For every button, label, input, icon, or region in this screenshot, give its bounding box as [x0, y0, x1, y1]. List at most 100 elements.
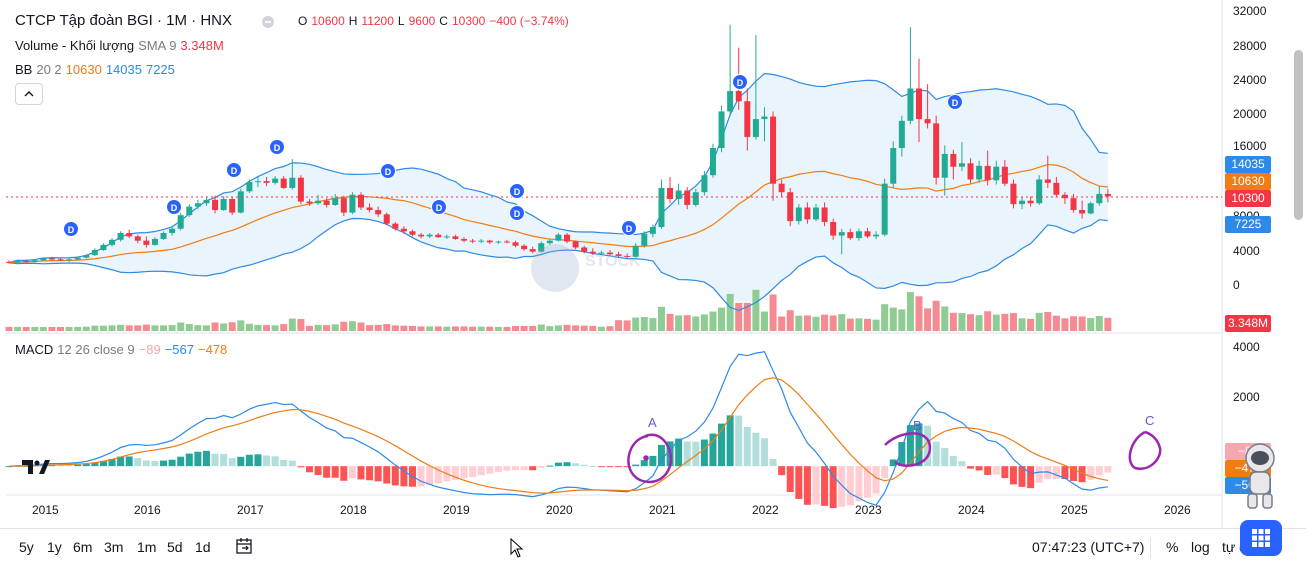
dividend-marker[interactable]: D	[732, 74, 748, 90]
apps-grid-button[interactable]	[1240, 520, 1282, 556]
macd-hist-bar	[1070, 466, 1078, 481]
range-1d-button[interactable]: 1d	[195, 539, 211, 555]
ohlc-l-value: 9600	[408, 13, 436, 28]
candle-body	[606, 252, 613, 255]
dividend-marker[interactable]: D	[621, 220, 637, 236]
volume-legend[interactable]: Volume - Khối lượng SMA 9 3.348M	[15, 38, 228, 53]
volume-bar	[160, 325, 168, 331]
candles[interactable]	[6, 24, 1111, 264]
grid-icon	[1252, 529, 1270, 547]
candle-body	[100, 244, 107, 250]
macd-hist-bar	[967, 466, 975, 469]
candle	[830, 218, 837, 240]
collapse-legend-button[interactable]	[15, 83, 43, 105]
macd-hist-bar	[374, 466, 382, 482]
symbol-title[interactable]: CTCP Tập đoàn BGI · 1M · HNX	[15, 12, 233, 29]
candle	[770, 111, 777, 201]
volume-bar	[220, 323, 228, 331]
dividend-marker[interactable]: D	[380, 163, 396, 179]
volume-bar	[168, 325, 176, 331]
range-3m-button[interactable]: 3m	[104, 539, 124, 555]
range-1m-button[interactable]: 1m	[137, 539, 157, 555]
annotation-dot-a	[643, 455, 649, 461]
clock-text[interactable]: 07:47:23 (UTC+7)	[1032, 539, 1145, 555]
time-axis-label: 2015	[32, 503, 59, 517]
macd-hist-bar	[992, 466, 1000, 475]
macd-hist-bar	[254, 454, 262, 467]
macd-hist-bar	[280, 459, 288, 467]
macd-hist-bar	[735, 415, 743, 467]
dividend-marker[interactable]: D	[226, 162, 242, 178]
dividend-marker[interactable]: D	[947, 94, 963, 110]
dividend-marker[interactable]: D	[166, 199, 182, 215]
volume-bar	[829, 315, 837, 331]
dividend-marker[interactable]: D	[509, 205, 525, 221]
volume-bar	[821, 314, 829, 331]
volume-bar	[443, 326, 451, 331]
volume-value: 3.348M	[180, 38, 224, 53]
symbol-legend[interactable]: CTCP Tập đoàn BGI · 1M · HNX O 10600 H 1…	[15, 12, 573, 29]
bb-legend[interactable]: BB 20 2 10630 14035 7225	[15, 62, 179, 77]
percent-scale-button[interactable]: %	[1166, 539, 1179, 555]
dividend-marker[interactable]: D	[63, 221, 79, 237]
log-scale-button[interactable]: log	[1191, 539, 1210, 555]
candle-body	[289, 177, 296, 188]
eye-icon[interactable]	[260, 15, 276, 28]
candle-body	[229, 199, 236, 213]
candle	[847, 228, 854, 240]
macd-params: 12 26 close 9	[57, 342, 135, 357]
candle-body	[383, 214, 390, 224]
candle-body	[177, 215, 184, 229]
candle	[469, 238, 476, 244]
candle	[709, 143, 716, 178]
dividend-marker[interactable]: D	[509, 183, 525, 199]
candle	[357, 192, 364, 211]
candle-body	[572, 241, 579, 248]
ohlc-o-label: O	[298, 13, 308, 28]
annotation-label-b: B	[913, 418, 922, 433]
candle-body	[1001, 166, 1008, 184]
macd-hist-bar	[709, 433, 717, 467]
time-axis-label: 2025	[1061, 503, 1088, 517]
candle-body	[855, 231, 862, 239]
price-axis-label: 4000	[1233, 244, 1260, 258]
tradingview-logo-icon[interactable]	[22, 458, 50, 476]
volume-bar	[22, 326, 30, 331]
candle-body	[66, 259, 73, 261]
dividend-marker[interactable]: D	[431, 199, 447, 215]
range-6m-button[interactable]: 6m	[73, 539, 93, 555]
macd-hist-bar	[743, 426, 751, 467]
candle-body	[375, 210, 382, 215]
macd-hist-bar	[297, 466, 305, 468]
time-axis-label: 2018	[340, 503, 367, 517]
dividend-marker[interactable]: D	[269, 139, 285, 155]
range-5d-button[interactable]: 5d	[167, 539, 183, 555]
time-axis-label: 2022	[752, 503, 779, 517]
vertical-scrollbar[interactable]	[1294, 50, 1303, 220]
volume-bar	[331, 324, 339, 331]
candle-body	[366, 207, 373, 211]
candle-body	[349, 194, 356, 213]
volume-bar	[657, 306, 665, 331]
candle	[57, 257, 64, 262]
candle-body	[521, 245, 528, 250]
candle-body	[1036, 179, 1043, 204]
date-range-icon[interactable]	[234, 536, 254, 556]
candle	[1070, 193, 1077, 213]
volume-bar	[924, 308, 932, 331]
candle-body	[916, 88, 923, 120]
candle-body	[83, 255, 90, 258]
candle-body	[332, 198, 339, 205]
ohlc-h-value: 11200	[361, 13, 394, 28]
candle	[340, 195, 347, 216]
candle-body	[495, 241, 502, 243]
volume-bar	[529, 325, 537, 331]
range-1y-button[interactable]: 1y	[47, 539, 62, 555]
candle-body	[658, 187, 665, 228]
macd-hist-bar	[718, 423, 726, 467]
macd-hist-bar	[1009, 466, 1017, 485]
range-5y-button[interactable]: 5y	[19, 539, 34, 555]
macd-legend[interactable]: MACD 12 26 close 9 −89 −567 −478	[15, 342, 231, 357]
candle	[254, 176, 261, 188]
